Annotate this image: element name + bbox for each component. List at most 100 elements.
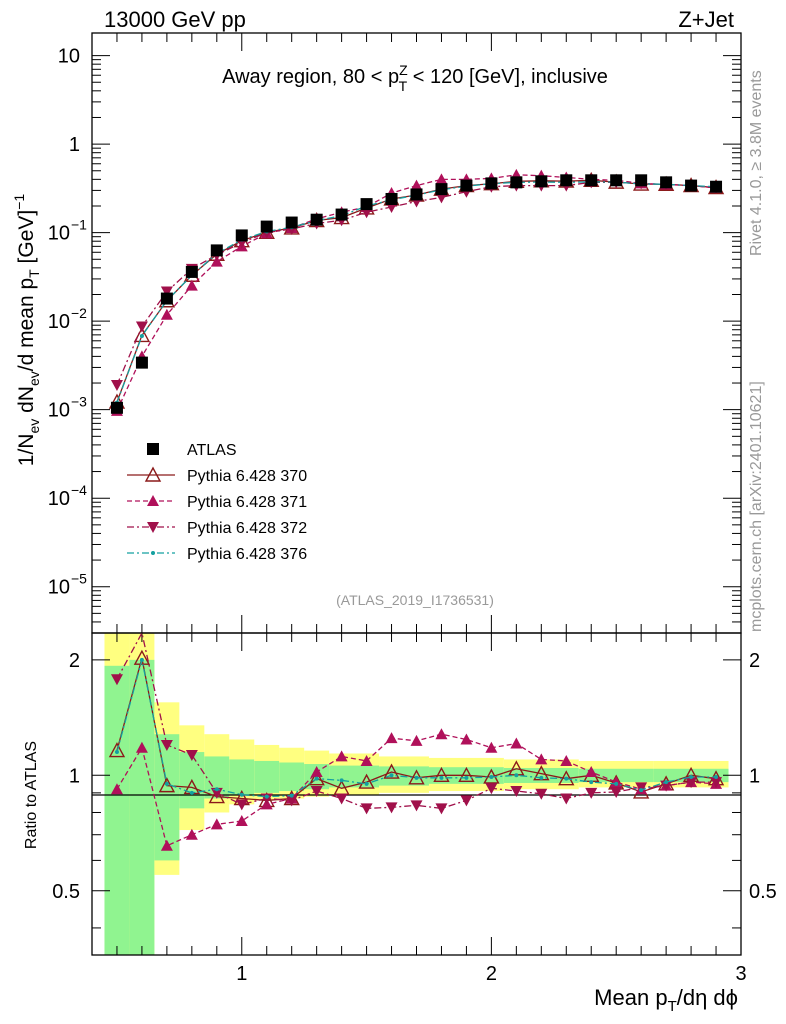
ratio-point-pythia-6-428-371 <box>460 733 473 745</box>
ratio-point-pythia-6-428-376 <box>289 793 294 798</box>
ratio-point-pythia-6-428-370 <box>383 763 400 779</box>
main-point-atlas <box>510 176 523 189</box>
main-point-atlas <box>185 265 198 278</box>
main-point-pythia-6-428-372 <box>110 380 123 392</box>
ratio-point-pythia-6-428-372 <box>185 749 198 761</box>
main-point-atlas <box>235 229 248 242</box>
legend-label-1: Pythia 6.428 370 <box>187 468 307 485</box>
main-point-atlas <box>710 180 723 193</box>
rivet-version-label: Rivet 4.1.0, ≥ 3.8M events <box>748 70 765 256</box>
main-point-pythia-6-428-372 <box>435 192 448 204</box>
legend-marker-4 <box>151 551 155 555</box>
ratio-point-pythia-6-428-371 <box>560 754 573 766</box>
ratio-point-pythia-6-428-376 <box>564 776 569 781</box>
main-y-tick-exponent: −3 <box>71 394 87 410</box>
ratio-point-pythia-6-428-371 <box>135 741 148 753</box>
main-point-pythia-6-428-371 <box>185 279 198 291</box>
legend-marker-1 <box>144 466 162 482</box>
ratio-point-pythia-6-428-372 <box>485 783 498 795</box>
main-point-atlas <box>410 188 423 201</box>
energy-label: 13000 GeV pp <box>104 7 246 32</box>
band-stat-2 <box>154 734 180 861</box>
ratio-point-pythia-6-428-371 <box>535 753 548 765</box>
svg-text:1/Nev dNev/d mean pT [GeV]−1: 1/Nev dNev/d mean pT [GeV]−1 <box>11 194 42 467</box>
svg-text:Ratio to ATLAS: Ratio to ATLAS <box>23 741 40 849</box>
legend-label-0: ATLAS <box>187 442 237 459</box>
ratio-point-pythia-6-428-371 <box>610 776 623 788</box>
analysis-tag: (ATLAS_2019_I1736531) <box>336 592 494 608</box>
main-point-pythia-6-428-371 <box>410 179 423 191</box>
ratio-point-pythia-6-428-370 <box>108 742 126 758</box>
main-point-atlas <box>560 174 573 187</box>
ratio-point-pythia-6-428-372 <box>410 800 423 812</box>
main-point-pythia-6-428-371 <box>210 255 223 267</box>
ratio-point-pythia-6-428-376 <box>189 790 194 795</box>
x-tick-label: 1 <box>236 963 247 985</box>
ratio-point-pythia-6-428-371 <box>485 741 498 753</box>
ratio-point-pythia-6-428-371 <box>235 815 248 827</box>
main-point-pythia-6-428-372 <box>135 321 148 333</box>
ratio-point-pythia-6-428-372 <box>710 777 723 789</box>
legend-marker-0 <box>147 443 159 455</box>
ratio-y-tick-label-right: 2 <box>749 650 760 672</box>
main-y-tick-label: 1 <box>69 134 80 156</box>
main-point-atlas <box>335 208 348 221</box>
ratio-point-pythia-6-428-371 <box>585 766 598 778</box>
main-point-atlas <box>460 179 473 192</box>
main-y-axis-label: 1/Nev dNev/d mean pT [GeV]−1 <box>11 194 42 467</box>
ratio-point-pythia-6-428-372 <box>310 786 323 798</box>
main-point-pythia-6-428-371 <box>160 308 173 320</box>
process-label: Z+Jet <box>678 7 734 32</box>
ratio-point-pythia-6-428-370 <box>308 770 325 786</box>
ratio-point-pythia-6-428-376 <box>414 775 419 780</box>
ratio-point-pythia-6-428-372 <box>160 739 173 751</box>
band-stat-6 <box>254 760 280 793</box>
ratio-point-pythia-6-428-372 <box>385 802 398 814</box>
ratio-point-pythia-6-428-376 <box>339 778 344 783</box>
ratio-point-pythia-6-428-376 <box>464 775 469 780</box>
ratio-point-pythia-6-428-371 <box>110 783 123 795</box>
ratio-point-pythia-6-428-371 <box>160 839 173 851</box>
ratio-point-pythia-6-428-372 <box>685 777 698 789</box>
ratio-point-pythia-6-428-376 <box>514 773 519 778</box>
ratio-point-pythia-6-428-371 <box>210 818 223 830</box>
main-point-atlas <box>360 198 373 211</box>
ratio-point-pythia-6-428-372 <box>460 795 473 807</box>
ratio-point-pythia-6-428-372 <box>535 788 548 800</box>
main-point-atlas <box>285 216 298 229</box>
ratio-y-axis-label: Ratio to ATLAS <box>23 741 40 849</box>
ratio-point-pythia-6-428-371 <box>385 732 398 744</box>
main-y-tick-exponent: −1 <box>71 217 87 233</box>
ratio-point-pythia-6-428-376 <box>489 774 494 779</box>
ratio-point-pythia-6-428-376 <box>689 774 694 779</box>
legend-marker-3 <box>147 522 159 533</box>
ratio-point-pythia-6-428-376 <box>614 781 619 786</box>
main-panel-title: Away region, 80 < pZ T < 120 [GeV], inclu… <box>222 62 608 94</box>
main-point-pythia-6-428-376 <box>139 333 144 338</box>
main-point-atlas <box>160 292 173 305</box>
ratio-point-pythia-6-428-370 <box>433 766 450 783</box>
ratio-point-pythia-6-428-371 <box>435 728 448 740</box>
ratio-series-layer <box>108 631 725 851</box>
main-y-tick-exponent: −2 <box>71 305 87 321</box>
ratio-point-pythia-6-428-370 <box>133 649 151 665</box>
band-stat-1 <box>129 659 155 955</box>
ratio-point-pythia-6-428-370 <box>208 788 225 804</box>
source-label: mcplots.cern.ch [arXiv:2401.10621] <box>748 381 765 632</box>
ratio-point-pythia-6-428-376 <box>114 750 119 755</box>
ratio-y-tick-label: 2 <box>69 650 80 672</box>
ratio-point-pythia-6-428-370 <box>558 770 575 786</box>
ratio-point-pythia-6-428-372 <box>335 793 348 805</box>
ratio-point-pythia-6-428-372 <box>285 795 298 807</box>
ratio-point-pythia-6-428-376 <box>364 781 369 786</box>
ratio-point-pythia-6-428-376 <box>239 792 244 797</box>
legend-label-4: Pythia 6.428 376 <box>187 546 307 563</box>
main-point-atlas <box>660 176 673 189</box>
ratio-point-pythia-6-428-371 <box>360 754 373 766</box>
band-stat-5 <box>229 759 255 795</box>
ratio-point-pythia-6-428-376 <box>314 776 319 781</box>
main-point-pythia-6-428-371 <box>435 173 448 185</box>
main-point-atlas <box>485 177 498 190</box>
